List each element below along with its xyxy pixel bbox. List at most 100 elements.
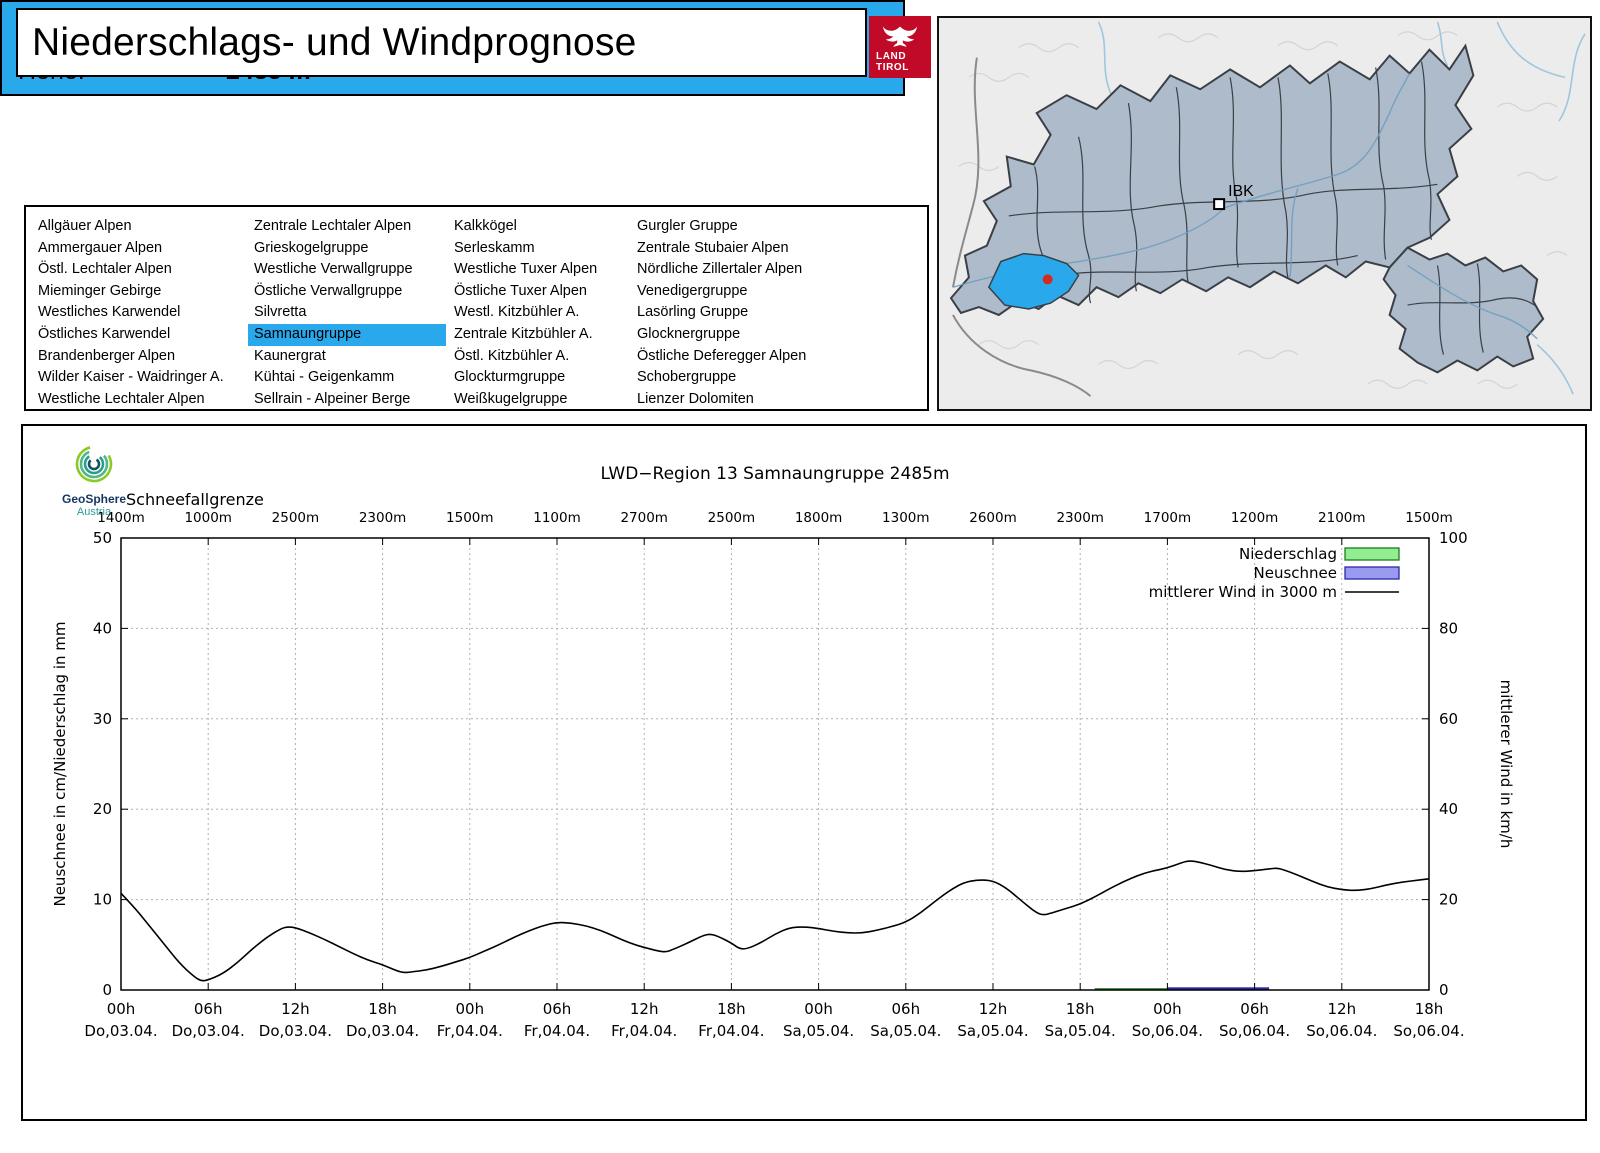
wind-line [120, 860, 1430, 982]
region-list-item[interactable]: Östl. Lechtaler Alpen [38, 261, 172, 278]
svg-text:50: 50 [93, 529, 112, 547]
geosphere-icon [75, 445, 113, 483]
svg-text:1800m: 1800m [795, 510, 843, 526]
svg-text:06h: 06h [194, 1000, 223, 1018]
region-list-item[interactable]: Samnaungruppe [248, 323, 446, 346]
map-region-north-tirol[interactable] [949, 43, 1475, 317]
neuschnee-bar [1167, 987, 1270, 990]
svg-text:Do,03.04.: Do,03.04. [172, 1022, 245, 1040]
region-list-item[interactable]: Sellrain - Alpeiner Berge [254, 390, 411, 407]
svg-text:Fr,04.04.: Fr,04.04. [524, 1022, 590, 1040]
region-list-item[interactable]: Lasörling Gruppe [637, 304, 749, 321]
snowline-values: 1400m 1000m 2500m 2300m 1500m 1100m 2700m 2500m… [97, 510, 1453, 526]
region-list-item[interactable]: Östl. Kitzbühler A. [454, 347, 570, 364]
svg-text:18h: 18h [368, 1000, 397, 1018]
map-district-borders [1008, 61, 1538, 355]
region-list-item[interactable]: Kaunergrat [254, 347, 326, 364]
y-axis-left-labels: 0 10 20 30 40 50 [93, 529, 112, 999]
chart-gridlines [121, 538, 1429, 990]
region-list-item[interactable]: Serleskamm [454, 239, 535, 256]
region-list-column: Gurgler Gruppe Zentrale Stubaier Alpen Nör… [631, 216, 923, 410]
map-selected-region[interactable] [987, 252, 1080, 310]
svg-text:Do,03.04.: Do,03.04. [84, 1022, 157, 1040]
svg-text:2500m: 2500m [708, 510, 756, 526]
region-list-item[interactable]: Zentrale Stubaier Alpen [637, 239, 789, 256]
region-list-column: Kalkkögel Serleskamm Westliche Tuxer Alpen… [448, 216, 628, 410]
geosphere-name: GeoSphere [61, 492, 127, 506]
svg-text:06h: 06h [543, 1000, 572, 1018]
svg-text:40: 40 [1439, 800, 1458, 818]
tirol-map[interactable]: IBK [937, 16, 1592, 411]
region-list-item[interactable]: Brandenberger Alpen [38, 347, 176, 364]
region-list-item[interactable]: Gurgler Gruppe [637, 218, 738, 234]
svg-text:00h: 00h [456, 1000, 485, 1018]
snowline-label: Schneefallgrenze [126, 490, 264, 509]
region-list-item[interactable]: Venedigergruppe [637, 282, 748, 299]
y-axis-right-labels: 0 20 40 60 80 100 [1439, 529, 1468, 999]
svg-text:0: 0 [1439, 981, 1449, 999]
region-list-item[interactable]: Östliche Verwallgruppe [254, 282, 403, 299]
region-list-item[interactable]: Grieskogelgruppe [254, 239, 369, 256]
svg-text:1100m: 1100m [533, 510, 581, 526]
map-country-border [951, 57, 1092, 397]
svg-text:06h: 06h [1240, 1000, 1269, 1018]
page-title-box: Niederschlags- und Windprognose [16, 8, 867, 77]
svg-text:2300m: 2300m [1056, 510, 1104, 526]
svg-text:18h: 18h [1415, 1000, 1444, 1018]
region-list-item[interactable]: Östliche Deferegger Alpen [637, 347, 807, 364]
svg-text:12h: 12h [1328, 1000, 1357, 1018]
svg-text:So,06.04.: So,06.04. [1132, 1022, 1203, 1040]
region-list-item[interactable]: Westliche Tuxer Alpen [454, 261, 598, 278]
svg-text:06h: 06h [892, 1000, 921, 1018]
svg-text:1700m: 1700m [1144, 510, 1192, 526]
region-list-item[interactable]: Glockturmgruppe [454, 369, 566, 386]
svg-text:Sa,05.04.: Sa,05.04. [783, 1022, 854, 1040]
region-list-item[interactable]: Wilder Kaiser - Waidringer A. [38, 369, 224, 386]
ibk-marker [1213, 198, 1226, 211]
map-region-east-tirol[interactable] [1382, 246, 1545, 374]
svg-text:80: 80 [1439, 619, 1458, 637]
svg-text:12h: 12h [979, 1000, 1008, 1018]
svg-text:mittlerer Wind in 3000 m: mittlerer Wind in 3000 m [1149, 583, 1337, 601]
svg-text:100: 100 [1439, 529, 1468, 547]
svg-text:10: 10 [93, 891, 112, 909]
region-list-item[interactable]: Lienzer Dolomiten [637, 390, 754, 407]
svg-text:2700m: 2700m [620, 510, 668, 526]
svg-text:0: 0 [102, 981, 112, 999]
region-list-item[interactable]: Östliches Karwendel [38, 325, 171, 342]
svg-text:So,06.04.: So,06.04. [1393, 1022, 1464, 1040]
svg-text:Sa,05.04.: Sa,05.04. [957, 1022, 1028, 1040]
region-list-item[interactable]: Ammergauer Alpen [38, 239, 163, 256]
region-list-item[interactable]: Schobergruppe [637, 369, 737, 386]
region-list-column: Zentrale Lechtaler Alpen Grieskogelgruppe… [248, 216, 446, 410]
region-list-item[interactable]: Nördliche Zillertaler Alpen [637, 261, 803, 278]
region-list-item[interactable]: Westliches Karwendel [38, 304, 181, 321]
svg-text:12h: 12h [281, 1000, 310, 1018]
svg-text:20: 20 [93, 800, 112, 818]
region-list-item[interactable]: Östliche Tuxer Alpen [454, 282, 587, 299]
region-list-item[interactable]: Silvretta [254, 304, 307, 321]
region-list-item[interactable]: Kühtai - Geigenkamm [254, 369, 395, 386]
tirol-map-svg[interactable]: IBK [939, 18, 1590, 409]
region-list-item[interactable]: Westliche Verwallgruppe [254, 261, 413, 278]
page-title: Niederschlags- und Windprognose [32, 20, 637, 64]
region-list-item[interactable]: Zentrale Kitzbühler A. [454, 325, 593, 342]
svg-text:2500m: 2500m [272, 510, 320, 526]
region-list-item[interactable]: Glocknergruppe [637, 325, 741, 342]
region-list-item[interactable]: Westl. Kitzbühler A. [454, 304, 580, 321]
y-axis-right-title: mittlerer Wind in km/h [1497, 680, 1515, 849]
map-city-label: IBK [1228, 183, 1254, 200]
region-list-column: Allgäuer Alpen Ammergauer Alpen Östl. Lech… [32, 216, 244, 410]
region-list-item[interactable]: Mieminger Gebirge [38, 282, 162, 299]
svg-text:Sa,05.04.: Sa,05.04. [1045, 1022, 1116, 1040]
svg-text:Do,03.04.: Do,03.04. [259, 1022, 332, 1040]
region-list-item[interactable]: Allgäuer Alpen [38, 218, 132, 234]
region-list-item[interactable]: Westliche Lechtaler Alpen [38, 390, 205, 407]
svg-text:1500m: 1500m [1405, 510, 1453, 526]
region-list-item[interactable]: Kalkkögel [454, 218, 517, 234]
svg-text:Fr,04.04.: Fr,04.04. [698, 1022, 764, 1040]
region-list-item[interactable]: Zentrale Lechtaler Alpen [254, 218, 412, 234]
region-list-item[interactable]: Weißkugelgruppe [454, 390, 568, 407]
chart-title: LWD−Region 13 Samnaungruppe 2485m [600, 464, 949, 484]
